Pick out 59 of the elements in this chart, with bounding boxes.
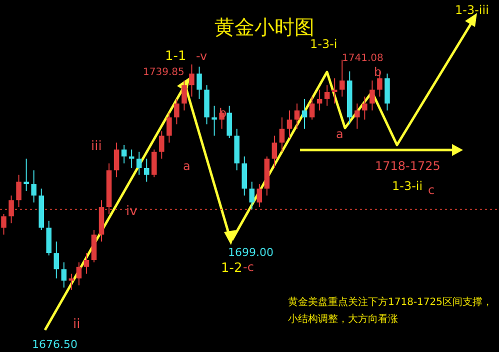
annotation: a — [183, 159, 190, 173]
candlestick — [286, 110, 292, 139]
candlestick — [159, 130, 164, 160]
candlestick — [144, 158, 150, 182]
candlestick — [152, 149, 157, 178]
candlestick — [324, 84, 330, 106]
candlestick — [339, 59, 345, 98]
text: 1-3-i — [310, 37, 338, 51]
annotation: iii — [91, 139, 102, 154]
text: 1-3-ii — [392, 179, 423, 193]
candlestick — [24, 158, 29, 192]
candlestick — [316, 89, 322, 111]
chart-title: 黄金小时图 — [214, 15, 314, 39]
text: c — [428, 183, 435, 197]
candlestick — [1, 213, 6, 236]
candlestick — [212, 105, 217, 136]
annotation: 1739.85 — [143, 66, 184, 79]
candlestick — [272, 135, 278, 168]
candlestick — [114, 142, 120, 178]
candlestick — [84, 252, 90, 274]
annotation: 1741.08 — [342, 52, 384, 65]
candlestick — [354, 103, 360, 130]
candlestick — [8, 195, 14, 224]
annotation: iv — [126, 204, 138, 219]
candlestick — [302, 98, 308, 130]
text: ii — [73, 317, 80, 332]
text: 小结构调整，大方向看涨 — [288, 313, 398, 326]
candlestick — [294, 103, 300, 130]
candlestick — [166, 112, 172, 144]
annotation: 1-1 — [165, 49, 186, 64]
candlestick — [189, 64, 194, 98]
candlestick — [136, 151, 142, 176]
annotation: 1718-1725 — [375, 159, 440, 173]
annotation: 1699.00 — [228, 246, 274, 259]
candlestick — [54, 241, 60, 279]
candlestick — [121, 144, 127, 164]
candlestick — [249, 181, 255, 210]
candlestick — [76, 262, 82, 286]
text: 1-3-iii — [455, 3, 489, 17]
candlestick — [31, 170, 36, 203]
candlestick — [16, 174, 22, 208]
candlestick — [332, 78, 338, 104]
text: 1676.50 — [32, 338, 78, 351]
text: 黄金美盘重点关注下方1718-1725区间支撑， — [288, 296, 493, 309]
candlestick — [196, 66, 202, 100]
annotation: 1-2 — [221, 261, 242, 276]
annotation: b — [374, 65, 382, 79]
candlestick — [279, 116, 285, 152]
candlestick — [174, 98, 180, 125]
annotation: a — [336, 127, 344, 141]
candlestick — [256, 184, 262, 208]
annotation: -c — [243, 260, 254, 274]
annotation: -v — [196, 49, 208, 63]
candlestick — [182, 80, 187, 111]
candlestick — [309, 96, 315, 120]
candlestick — [61, 262, 67, 288]
candlestick — [362, 96, 368, 120]
candlestick — [226, 105, 232, 139]
candlestick — [370, 80, 375, 111]
